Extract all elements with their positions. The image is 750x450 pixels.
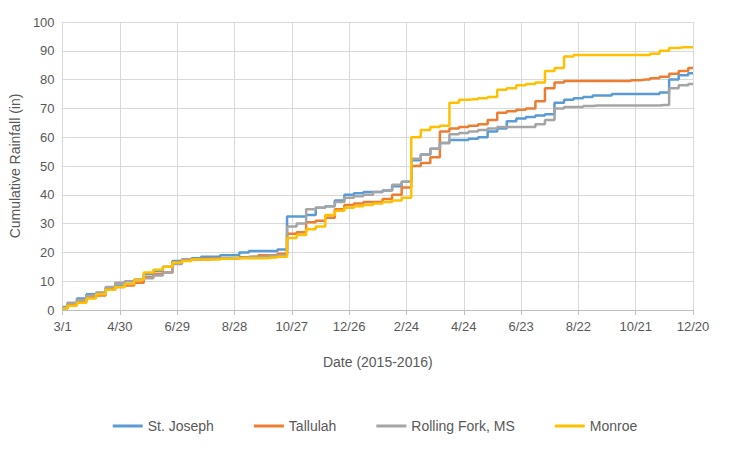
svg-text:70: 70 (40, 101, 54, 116)
svg-text:10/27: 10/27 (276, 319, 309, 334)
svg-text:Date (2015-2016): Date (2015-2016) (323, 354, 433, 370)
svg-text:Cumulative Rainfall (in): Cumulative Rainfall (in) (7, 94, 23, 239)
svg-text:90: 90 (40, 43, 54, 58)
svg-text:3/1: 3/1 (54, 319, 72, 334)
svg-text:6/23: 6/23 (508, 319, 533, 334)
svg-text:8/22: 8/22 (566, 319, 591, 334)
svg-text:2/24: 2/24 (394, 319, 419, 334)
svg-text:20: 20 (40, 245, 54, 260)
svg-text:6/29: 6/29 (165, 319, 190, 334)
svg-text:St. Joseph: St. Joseph (148, 418, 214, 434)
svg-text:30: 30 (40, 216, 54, 231)
svg-text:12/26: 12/26 (333, 319, 366, 334)
svg-text:40: 40 (40, 187, 54, 202)
svg-text:Tallulah: Tallulah (289, 418, 336, 434)
svg-text:50: 50 (40, 159, 54, 174)
svg-text:60: 60 (40, 130, 54, 145)
svg-text:100: 100 (33, 15, 55, 30)
svg-text:4/24: 4/24 (451, 319, 476, 334)
svg-text:10: 10 (40, 274, 54, 289)
svg-text:10/21: 10/21 (619, 319, 652, 334)
svg-text:Rolling Fork, MS: Rolling Fork, MS (411, 418, 514, 434)
svg-text:4/30: 4/30 (107, 319, 132, 334)
svg-text:Monroe: Monroe (590, 418, 638, 434)
svg-text:12/20: 12/20 (677, 319, 710, 334)
svg-text:80: 80 (40, 72, 54, 87)
svg-text:8/28: 8/28 (222, 319, 247, 334)
svg-text:0: 0 (47, 303, 54, 318)
